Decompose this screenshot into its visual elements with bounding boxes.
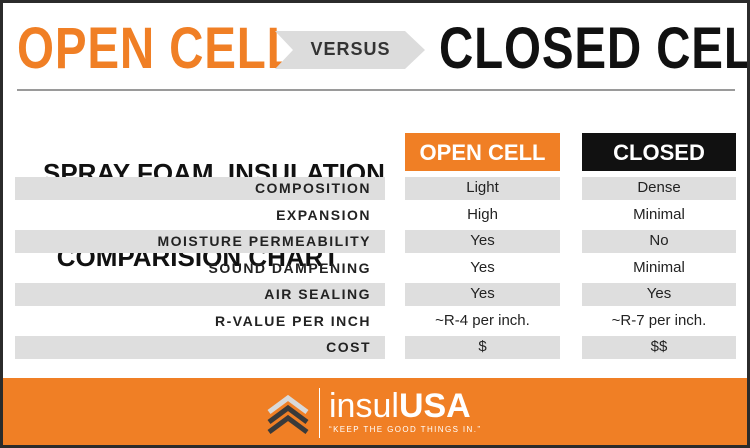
row-label: SOUND DAMPENING: [208, 259, 371, 276]
row-background: [15, 176, 385, 200]
row-background: [15, 229, 385, 253]
closed-cell-value: Dense: [637, 179, 681, 196]
row-background: [405, 229, 560, 253]
brand-light: insul: [329, 387, 399, 425]
row-background: [15, 282, 385, 306]
open-cell-column-header: OPEN CELL: [405, 133, 560, 171]
versus-label: VERSUS: [310, 39, 391, 59]
versus-arrow: [275, 31, 425, 69]
open-cell-value: Yes: [470, 232, 495, 249]
open-cell-value: Yes: [470, 258, 495, 276]
logo-divider: [319, 388, 320, 438]
row-background: [15, 335, 385, 359]
logo-icon: [267, 394, 309, 434]
open-cell-value: $: [478, 338, 487, 355]
open-cell-heading: OPEN CELL: [17, 16, 297, 81]
closed-cell-heading: CLOSED CELL: [439, 16, 750, 81]
closed-cell-value: Minimal: [633, 258, 685, 276]
closed-cell-value: ~R-7 per inch.: [611, 311, 707, 329]
closed-cell-value: No: [649, 232, 669, 249]
tagline: “KEEP THE GOOD THINGS IN.”: [329, 425, 482, 434]
row-background: [582, 176, 736, 200]
row-label: AIR SEALING: [264, 286, 371, 302]
row-background: [405, 335, 560, 359]
closed-cell-value: Yes: [646, 285, 672, 302]
footer: insulUSA “KEEP THE GOOD THINGS IN.”: [3, 378, 747, 445]
row-background: [405, 282, 560, 306]
divider: [17, 89, 735, 91]
brand-bold: USA: [398, 387, 471, 425]
open-cell-value: Yes: [470, 285, 495, 302]
open-cell-value: Light: [466, 179, 499, 196]
row-background: [582, 282, 736, 306]
row-label: MOISTURE PERMEABILITY: [157, 233, 371, 249]
row-background: [582, 335, 736, 359]
closed-cell-value: Minimal: [633, 205, 685, 223]
brand: insulUSA: [329, 386, 471, 426]
row-background: [405, 176, 560, 200]
open-cell-value: ~R-4 per inch.: [435, 311, 530, 329]
row-background: [582, 229, 736, 253]
closed-cell-column-header: CLOSED CELL: [582, 133, 736, 205]
row-label: EXPANSION: [276, 206, 371, 223]
row-label: R-VALUE PER INCH: [215, 312, 371, 329]
row-label: COMPOSITION: [254, 180, 371, 196]
closed-cell-value: $$: [650, 338, 668, 355]
row-label: COST: [326, 339, 371, 355]
open-cell-value: High: [467, 205, 498, 223]
